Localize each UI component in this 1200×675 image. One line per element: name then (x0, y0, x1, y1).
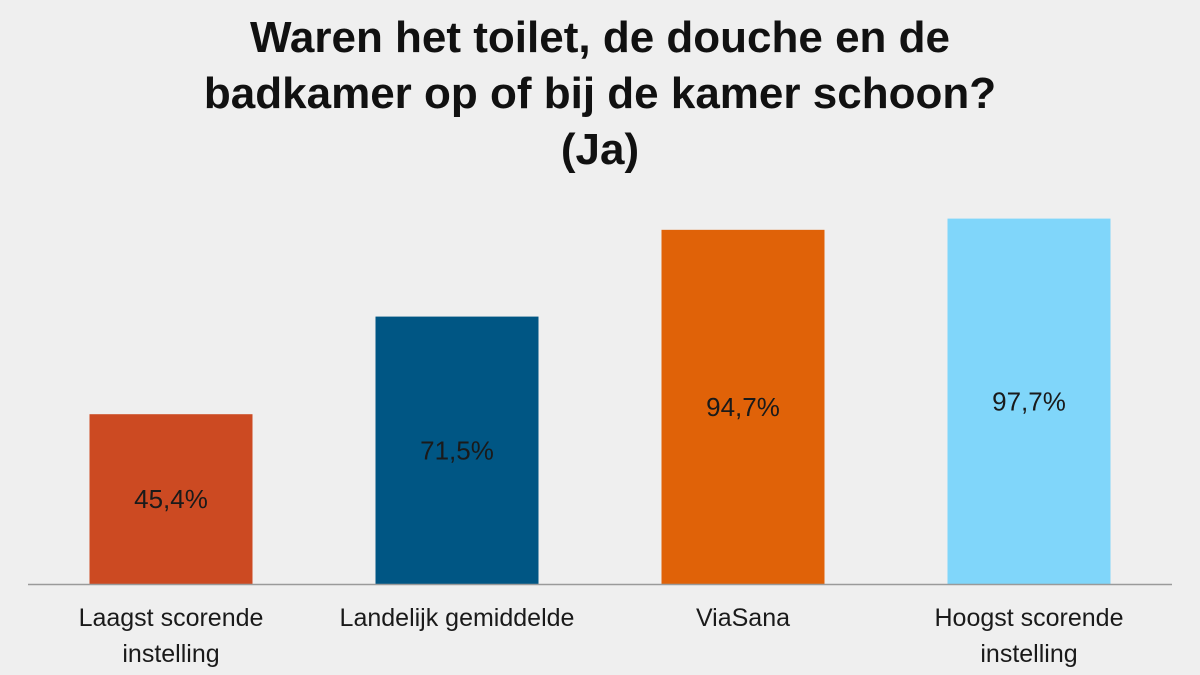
bar-2 (375, 316, 539, 584)
bar-3 (661, 229, 825, 584)
bar-value-label-3: 94,7% (706, 392, 780, 422)
category-label-4-line-1: Hoogst scorende (934, 604, 1123, 632)
category-label-4-line-2: instelling (980, 640, 1077, 668)
category-label-1-line-2: instelling (122, 640, 219, 668)
category-label-1-line-1: Laagst scorende (79, 604, 264, 632)
category-label-3-line-1: ViaSana (696, 604, 790, 632)
bar-4 (947, 218, 1111, 585)
category-label-2-line-1: Landelijk gemiddelde (340, 604, 575, 632)
chart-title-line-2: badkamer op of bij de kamer schoon? (203, 69, 997, 118)
bar-value-label-2: 71,5% (420, 435, 494, 465)
chart-title-line-1: Waren het toilet, de douche en de (249, 13, 950, 62)
chart-title: Waren het toilet, de douche en de badkam… (0, 10, 1200, 178)
bar-value-label-4: 97,7% (992, 386, 1066, 416)
bar-value-label-1: 45,4% (134, 484, 208, 514)
chart-title-line-3: (Ja) (560, 125, 640, 174)
bar-1 (89, 414, 253, 584)
